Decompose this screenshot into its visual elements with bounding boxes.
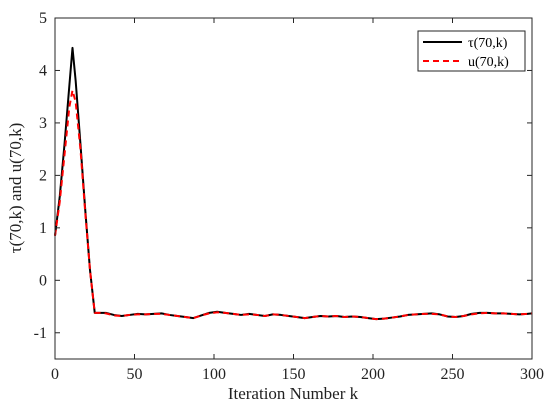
y-tick-label: -1 xyxy=(34,325,47,342)
x-tick-label: 0 xyxy=(51,366,59,383)
y-tick-label: 5 xyxy=(39,10,47,27)
y-axis-label: τ(70,k) and u(70,k) xyxy=(6,123,25,254)
x-tick-label: 250 xyxy=(441,366,465,383)
legend-label-u: u(70,k) xyxy=(468,55,509,70)
plot-area xyxy=(55,18,532,359)
x-tick-label: 150 xyxy=(282,366,306,383)
legend: τ(70,k) u(70,k) xyxy=(417,30,526,72)
legend-box xyxy=(417,30,526,72)
x-tick-label: 50 xyxy=(127,366,143,383)
y-tick-label: 1 xyxy=(39,220,47,237)
series-line-1 xyxy=(54,89,533,321)
x-tick-label: 200 xyxy=(361,366,385,383)
series-layer xyxy=(54,46,533,321)
tick-layer: 0 50 100 150 200 250 300 -1 0 1 2 3 4 5 xyxy=(34,10,544,383)
x-tick-label: 100 xyxy=(202,366,226,383)
x-axis-label: Iteration Number k xyxy=(228,384,359,403)
y-tick-label: 4 xyxy=(39,62,47,79)
y-tick-label: 2 xyxy=(39,167,47,184)
x-tick-label: 300 xyxy=(520,366,544,383)
y-tick-label: 3 xyxy=(39,115,47,132)
y-tick-label: 0 xyxy=(39,272,47,289)
legend-label-tau: τ(70,k) xyxy=(468,36,508,51)
